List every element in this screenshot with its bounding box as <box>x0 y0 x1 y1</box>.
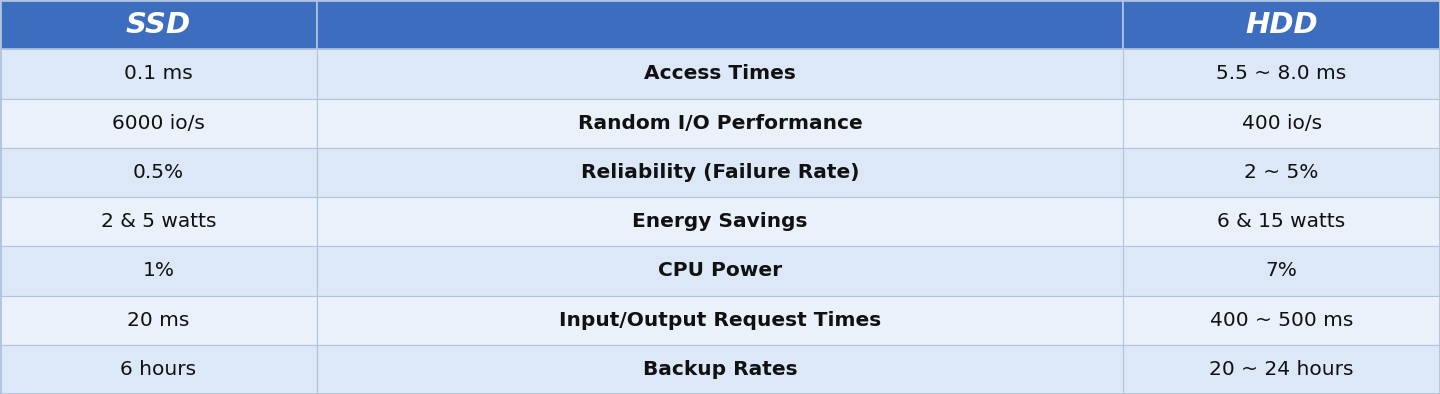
Bar <box>1123 246 1440 296</box>
Text: Access Times: Access Times <box>644 64 796 84</box>
Bar <box>0 345 317 394</box>
Bar <box>317 49 1123 98</box>
Bar <box>1123 296 1440 345</box>
Text: 20 ms: 20 ms <box>127 310 190 330</box>
Bar <box>0 296 317 345</box>
Text: 2 & 5 watts: 2 & 5 watts <box>101 212 216 231</box>
Bar <box>1123 0 1440 49</box>
Text: 2 ~ 5%: 2 ~ 5% <box>1244 163 1319 182</box>
Bar <box>0 0 317 49</box>
Bar <box>1123 197 1440 246</box>
Bar <box>317 0 1123 49</box>
Text: 400 ~ 500 ms: 400 ~ 500 ms <box>1210 310 1354 330</box>
Text: 6 & 15 watts: 6 & 15 watts <box>1217 212 1346 231</box>
Text: 0.5%: 0.5% <box>132 163 184 182</box>
Text: Input/Output Request Times: Input/Output Request Times <box>559 310 881 330</box>
Text: 0.1 ms: 0.1 ms <box>124 64 193 84</box>
Text: 5.5 ~ 8.0 ms: 5.5 ~ 8.0 ms <box>1217 64 1346 84</box>
Bar <box>0 197 317 246</box>
Bar <box>1123 49 1440 98</box>
Bar <box>0 98 317 148</box>
Bar <box>317 197 1123 246</box>
Bar <box>1123 148 1440 197</box>
Text: CPU Power: CPU Power <box>658 261 782 281</box>
Bar <box>317 296 1123 345</box>
Bar <box>317 345 1123 394</box>
Text: 1%: 1% <box>143 261 174 281</box>
Text: 6000 io/s: 6000 io/s <box>112 113 204 133</box>
Bar <box>0 148 317 197</box>
Bar <box>1123 98 1440 148</box>
Text: 400 io/s: 400 io/s <box>1241 113 1322 133</box>
Text: 7%: 7% <box>1266 261 1297 281</box>
Text: Backup Rates: Backup Rates <box>642 360 798 379</box>
Bar <box>0 246 317 296</box>
Text: 6 hours: 6 hours <box>121 360 196 379</box>
Text: Random I/O Performance: Random I/O Performance <box>577 113 863 133</box>
Bar <box>1123 345 1440 394</box>
Bar <box>317 246 1123 296</box>
Bar <box>0 49 317 98</box>
Bar <box>317 148 1123 197</box>
Text: Reliability (Failure Rate): Reliability (Failure Rate) <box>580 163 860 182</box>
Bar <box>317 98 1123 148</box>
Text: SSD: SSD <box>125 11 192 39</box>
Text: HDD: HDD <box>1246 11 1318 39</box>
Text: 20 ~ 24 hours: 20 ~ 24 hours <box>1210 360 1354 379</box>
Text: Energy Savings: Energy Savings <box>632 212 808 231</box>
